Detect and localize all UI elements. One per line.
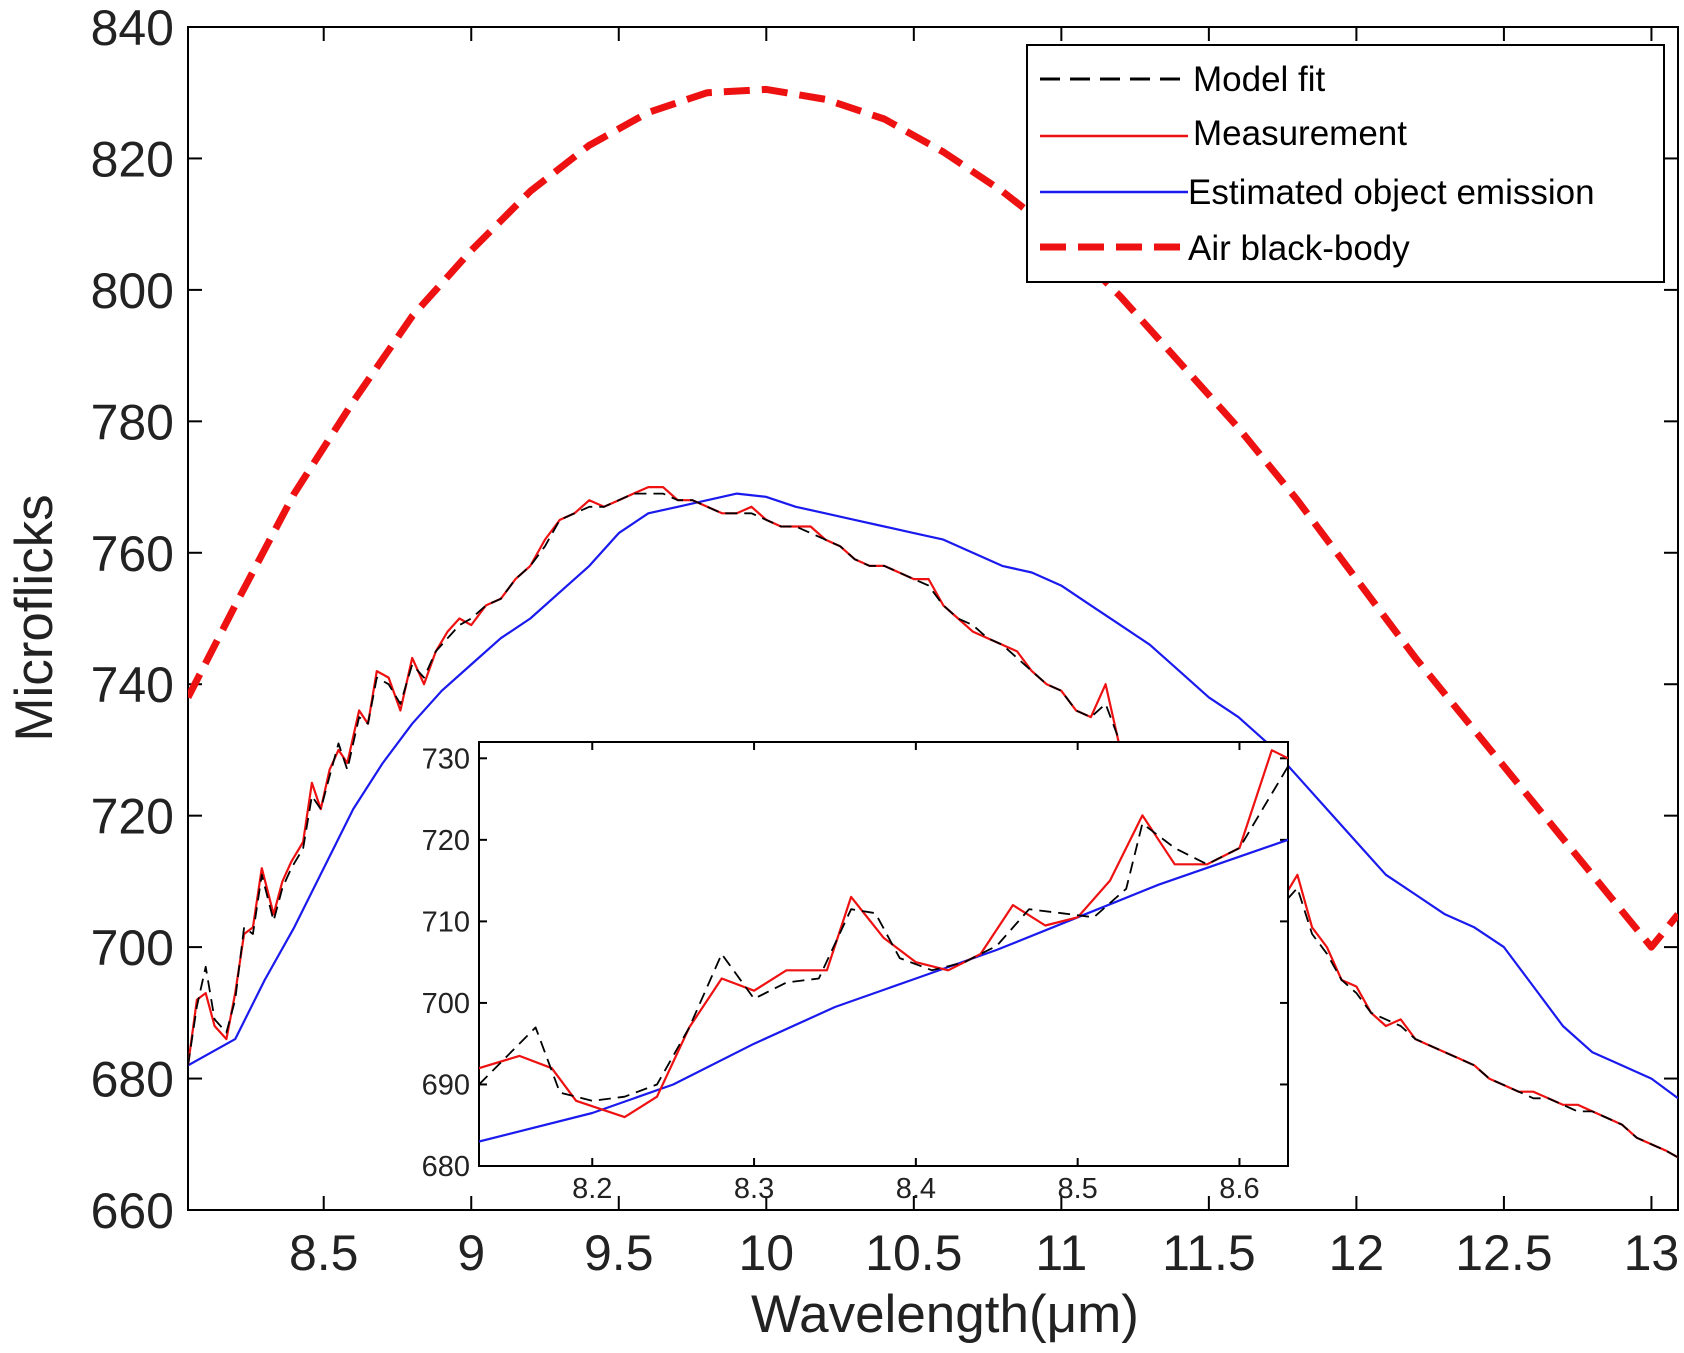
legend-label-measurement: Measurement <box>1193 114 1407 153</box>
main-y-tick-label: 760 <box>91 526 174 582</box>
inset-series-estimated-object-emission <box>479 838 1288 1143</box>
main-x-tick-label: 12.5 <box>1455 1225 1552 1281</box>
inset-series-measurement <box>479 749 1288 1119</box>
inset-y-tick-label: 730 <box>422 743 470 775</box>
legend-box <box>1026 44 1665 283</box>
main-series-air-black-body <box>188 85 1678 951</box>
legend-label-air-black-body: Air black-body <box>1188 229 1410 268</box>
inset-y-tick-label: 680 <box>422 1151 470 1183</box>
inset-x-tick-label: 8.4 <box>896 1173 936 1205</box>
inset-y-tick-label: 700 <box>422 988 470 1020</box>
main-x-axis: 8.5 9 9.5 10 10.5 11 11.5 12 12.5 13 <box>289 27 1679 1281</box>
inset-plot: 680 690 700 710 720 730 8.2 8.3 8.4 8.5 8.6 <box>422 741 1289 1205</box>
legend-label-model-fit: Model fit <box>1193 60 1326 99</box>
main-y-tick-label: 740 <box>91 657 174 713</box>
inset-y-tick-label: 690 <box>422 1069 470 1101</box>
inset-y-tick-label: 710 <box>422 906 470 938</box>
inset-x-axis: 8.2 8.3 8.4 8.5 8.6 <box>572 742 1260 1205</box>
inset-x-tick-label: 8.2 <box>572 1173 612 1205</box>
main-x-tick-label: 9 <box>457 1225 485 1281</box>
inset-series-group <box>479 749 1288 1143</box>
main-series-estimated-object-emission <box>188 492 1678 1100</box>
main-x-tick-label: 11.5 <box>1162 1225 1256 1281</box>
main-y-tick-label: 840 <box>91 0 174 56</box>
main-x-tick-label: 11 <box>1035 1225 1087 1281</box>
inset-x-tick-label: 8.5 <box>1057 1173 1097 1205</box>
main-y-tick-label: 780 <box>91 394 174 450</box>
inset-x-tick-label: 8.3 <box>734 1173 774 1205</box>
main-plot-frame <box>187 26 1679 1211</box>
main-y-tick-label: 720 <box>91 789 174 845</box>
main-y-tick-label: 820 <box>91 131 174 187</box>
main-series-measurement <box>188 486 1678 1159</box>
main-y-axis: 660 680 700 720 740 760 780 800 820 840 <box>91 0 1678 1239</box>
main-y-axis-label: Microflicks <box>5 494 64 741</box>
main-x-tick-label: 10 <box>738 1225 794 1281</box>
main-y-tick-label: 660 <box>91 1183 174 1239</box>
main-x-tick-label: 13 <box>1624 1225 1680 1281</box>
inset-y-axis: 680 690 700 710 720 730 <box>422 743 1288 1183</box>
inset-y-tick-label: 720 <box>422 825 470 857</box>
main-series-group <box>188 85 1678 1159</box>
main-x-tick-label: 8.5 <box>289 1225 359 1281</box>
main-y-tick-label: 680 <box>91 1052 174 1108</box>
legend: Model fit Measurement Estimated object e… <box>1026 44 1665 283</box>
main-y-tick-label: 700 <box>91 920 174 976</box>
main-x-axis-label: Wavelength(μm) <box>751 1285 1139 1344</box>
legend-label-estimated-object-emission: Estimated object emission <box>1188 173 1595 212</box>
main-x-tick-label: 10.5 <box>865 1225 962 1281</box>
main-x-tick-label: 9.5 <box>584 1225 654 1281</box>
inset-series-model-fit <box>479 766 1288 1102</box>
inset-plot-background <box>478 741 1289 1167</box>
main-y-tick-label: 800 <box>91 263 174 319</box>
main-x-tick-label: 12 <box>1329 1225 1385 1281</box>
main-plot: 660 680 700 720 740 760 780 800 820 840 8.5 9 9.5 10… <box>5 0 1679 1344</box>
inset-x-tick-label: 8.6 <box>1219 1173 1259 1205</box>
